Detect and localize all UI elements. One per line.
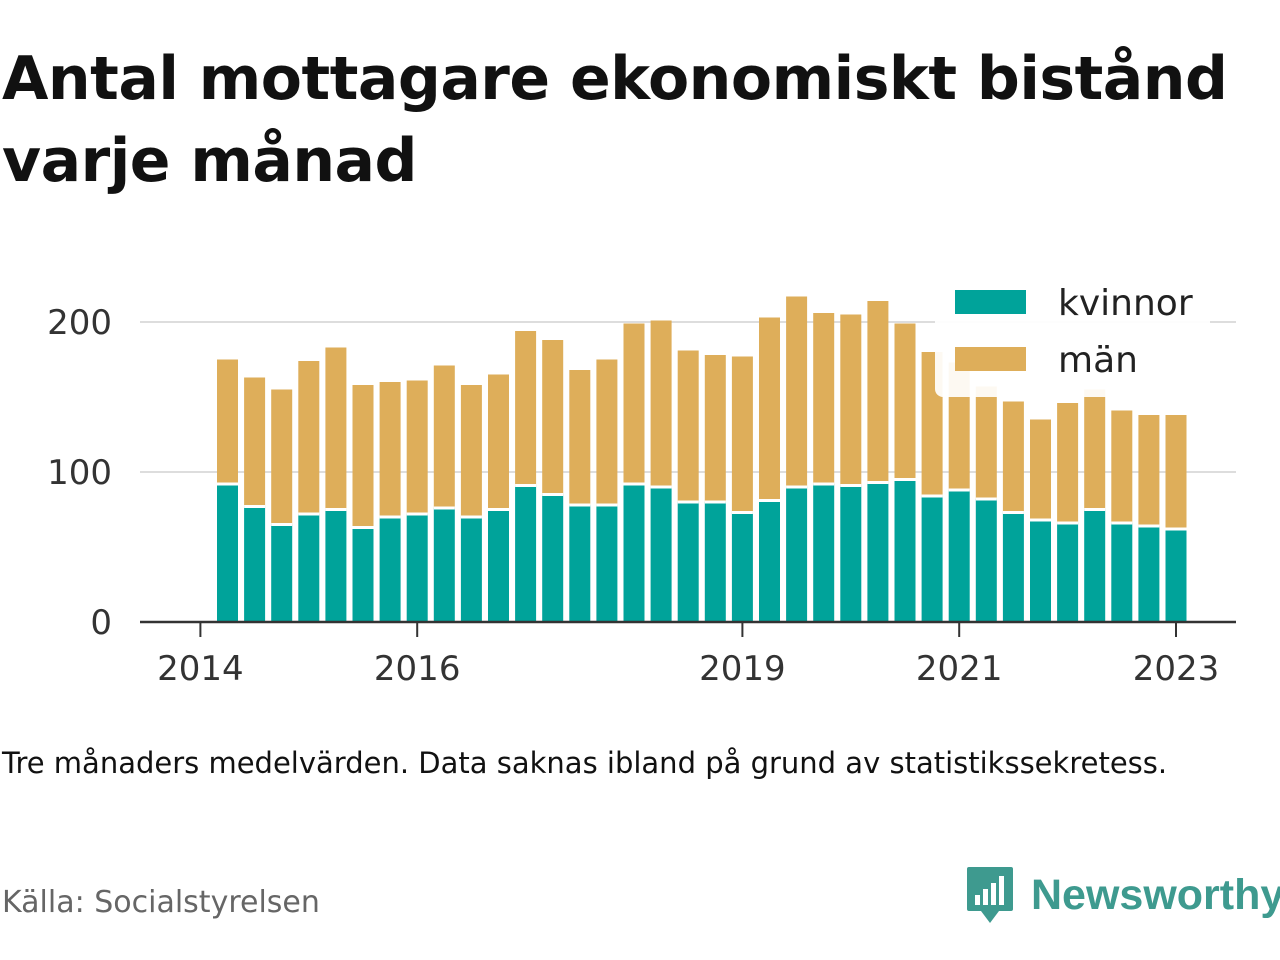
bar-man [650,320,672,487]
bar-kvinnor [298,514,320,622]
legend: kvinnor män [935,282,1210,397]
bar-kvinnor [352,527,374,622]
bar-man [542,340,564,495]
bar-kvinnor [813,484,835,622]
bar-man [759,317,780,501]
bar-man [731,356,753,513]
bar-kvinnor [596,505,618,622]
bar-man [1084,389,1106,510]
bar-kvinnor [244,506,266,622]
bar-kvinnor [1165,529,1187,622]
bar-kvinnor [704,502,726,622]
bar-man [406,380,428,514]
bar-man [813,313,835,484]
bar-man [894,323,916,480]
bar-man [623,323,645,484]
x-tick-label: 2014 [157,649,244,689]
bar-kvinnor [1057,523,1079,622]
chart-title: Antal mottagare ekonomiskt bistånd varje… [2,44,1228,196]
bar-kvinnor [569,505,591,622]
bar-kvinnor [406,514,428,622]
y-tick-label: 0 [90,603,112,643]
y-tick-label: 200 [47,303,112,343]
bar-kvinnor [731,512,753,622]
bar-kvinnor [867,482,889,622]
axes: 0 100 200 2014 2016 2019 2021 2023 [47,303,1236,689]
y-tick-label: 100 [47,453,112,493]
x-tick-label: 2021 [916,649,1003,689]
bar-kvinnor [271,524,293,622]
bar-man [1057,403,1079,523]
bar-man [1002,401,1024,513]
bar-kvinnor [1138,526,1160,622]
brand-name: Newsworthy [1031,870,1280,919]
bar-kvinnor [975,499,997,622]
bar-kvinnor [217,484,238,622]
bar-kvinnor [515,485,537,622]
bar-kvinnor [623,484,645,622]
bar-man [298,361,320,514]
bar-man [840,314,862,486]
bar-man [352,385,374,528]
bar-man [325,347,347,510]
bar-man [1138,415,1160,526]
newsworthy-logo-icon [967,867,1013,923]
bar-kvinnor [1002,512,1024,622]
chart-note: Tre månaders medelvärden. Data saknas ib… [2,746,1168,780]
brand-logo: Newsworthy [965,864,1280,926]
bar-kvinnor [542,494,564,622]
bar-kvinnor [650,487,672,622]
bar-kvinnor [460,517,482,622]
bar-kvinnor [1030,520,1051,622]
bar-kvinnor [1111,523,1133,622]
bar-man [569,370,591,505]
bar-man [488,374,509,510]
bar-kvinnor [677,502,699,622]
x-tick-label: 2023 [1133,649,1220,689]
bar-man [677,350,699,502]
bar-kvinnor [379,517,401,622]
bar-kvinnor [786,487,808,622]
x-tick-label: 2016 [374,649,461,689]
x-tick-label: 2019 [699,649,786,689]
bar-man [379,382,401,517]
bar-man [596,359,618,505]
bar-kvinnor [894,479,916,622]
legend-swatch-kvinnor [955,290,1026,314]
bar-kvinnor [840,485,862,622]
bar-man [244,377,266,507]
bar-man [433,365,455,508]
legend-label-kvinnor: kvinnor [1058,283,1193,324]
bar-man [867,301,889,483]
bar-man [704,355,726,502]
bar-kvinnor [488,509,509,622]
bar-man [786,296,808,487]
bar-kvinnor [759,500,780,622]
legend-label-man: män [1058,340,1138,381]
bar-kvinnor [433,508,455,622]
bar-kvinnor [948,490,970,622]
bar-man [271,389,293,525]
source-text: Källa: Socialstyrelsen [2,885,320,920]
legend-swatch-man [955,347,1026,371]
bar-kvinnor [325,509,347,622]
bar-man [1111,410,1133,523]
bar-man [217,359,238,484]
bar-kvinnor [1084,509,1106,622]
bar-kvinnor [921,496,943,622]
bar-man [515,331,537,486]
bar-man [460,385,482,517]
bar-man [1030,419,1051,520]
bar-man [1165,415,1187,529]
bar-man [975,386,997,499]
